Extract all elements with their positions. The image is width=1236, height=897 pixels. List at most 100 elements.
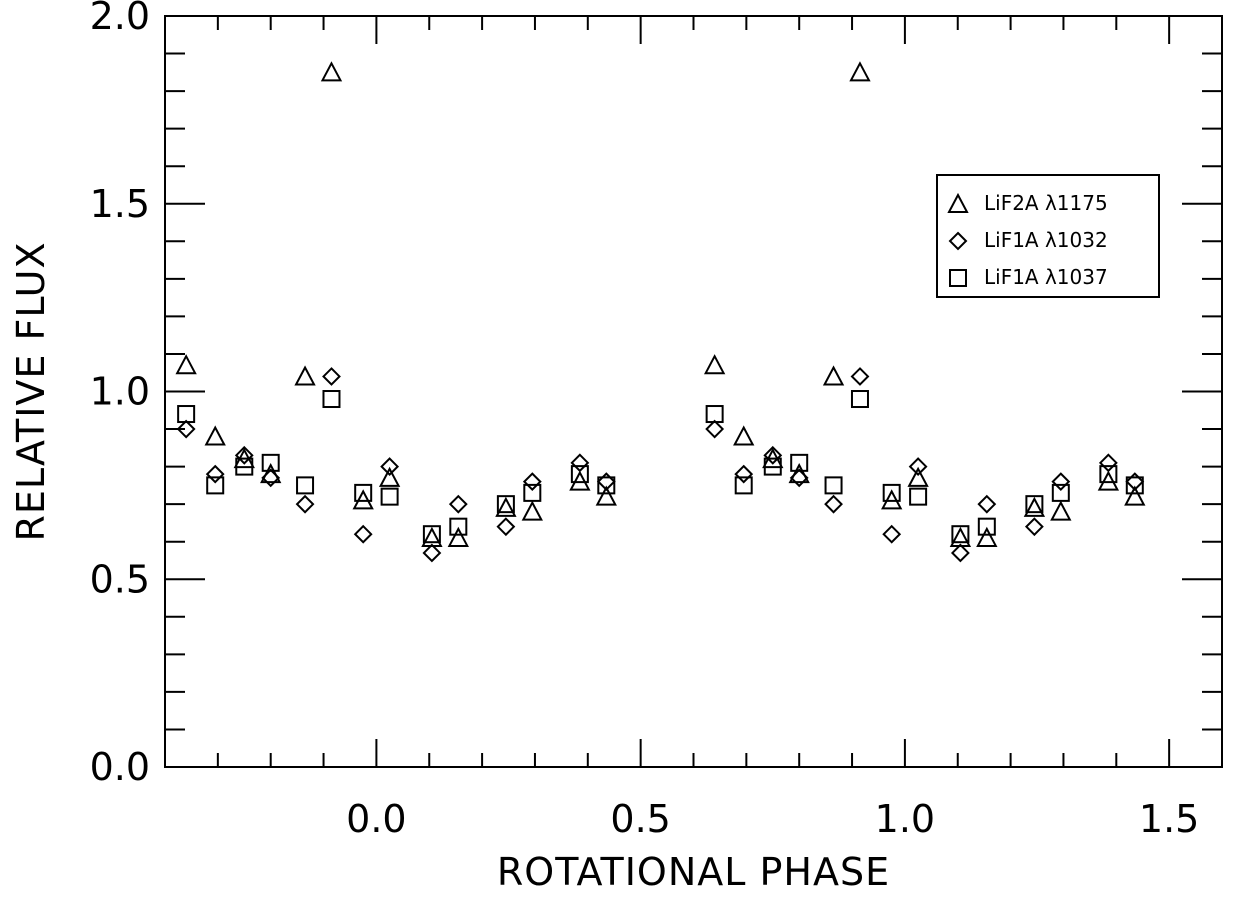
triangle-point bbox=[421, 526, 443, 547]
square-point bbox=[354, 483, 373, 502]
x-axis-title: ROTATIONAL PHASE bbox=[497, 850, 890, 894]
diamond-point bbox=[448, 494, 468, 514]
legend-box bbox=[936, 174, 1160, 298]
triangle-point bbox=[378, 466, 401, 487]
triangle-point bbox=[175, 354, 197, 375]
triangle-point bbox=[822, 365, 845, 386]
diamond-point bbox=[261, 468, 281, 488]
diamond-point bbox=[205, 464, 225, 484]
y-axis-title: RELATIVE FLUX bbox=[9, 242, 53, 542]
square-point bbox=[850, 390, 869, 409]
diamond-point bbox=[234, 445, 254, 465]
square-point bbox=[380, 487, 399, 506]
diamond-point bbox=[734, 464, 754, 484]
diamond-point bbox=[908, 457, 928, 477]
square-point bbox=[523, 483, 542, 502]
diamond-point bbox=[295, 494, 315, 514]
triangle-point bbox=[495, 496, 517, 517]
y-tick-label: 0.0 bbox=[90, 745, 150, 789]
square-point bbox=[496, 495, 515, 514]
y-tick-label: 0.5 bbox=[90, 557, 150, 601]
triangle-point bbox=[733, 425, 755, 446]
series-diamond bbox=[176, 367, 1145, 563]
data-marks bbox=[175, 61, 1146, 563]
square-point bbox=[177, 405, 196, 424]
diamond-point bbox=[1051, 472, 1071, 492]
diamond-point bbox=[422, 543, 442, 563]
diamond-point bbox=[763, 445, 783, 465]
legend-label: LiF1A λ1037 bbox=[984, 265, 1108, 289]
triangle-point bbox=[849, 61, 871, 82]
diamond-point bbox=[522, 472, 542, 492]
square-point bbox=[570, 465, 589, 484]
triangle-point bbox=[949, 526, 972, 547]
diamond-point bbox=[789, 468, 809, 488]
diamond-point bbox=[850, 367, 870, 386]
legend-label: LiF2A λ1175 bbox=[984, 191, 1108, 215]
triangle-point bbox=[1124, 485, 1146, 506]
square-point bbox=[235, 457, 254, 476]
triangle-point bbox=[294, 365, 316, 386]
diamond-point bbox=[705, 419, 725, 439]
square-point bbox=[422, 525, 441, 544]
triangle-point bbox=[976, 526, 998, 547]
axis-ticks bbox=[164, 15, 1223, 768]
square-point bbox=[790, 453, 809, 472]
triangle-point bbox=[447, 526, 469, 547]
legend-triangle-icon bbox=[947, 192, 969, 213]
y-tick-label: 1.5 bbox=[90, 182, 150, 226]
square-point bbox=[977, 517, 996, 536]
diamond-point bbox=[570, 453, 590, 473]
square-point bbox=[261, 453, 280, 472]
square-point bbox=[763, 457, 782, 476]
x-tick-label: 0.0 bbox=[346, 797, 406, 841]
legend: LiF2A λ1175 LiF1A λ1032 LiF1A λ1037 bbox=[936, 174, 1160, 298]
y-tick-label: 2.0 bbox=[90, 0, 150, 38]
triangle-point bbox=[703, 354, 726, 375]
square-point bbox=[449, 517, 468, 536]
diamond-point bbox=[496, 517, 516, 537]
diamond-point bbox=[176, 419, 196, 439]
square-point bbox=[882, 483, 901, 502]
diamond-point bbox=[824, 494, 843, 514]
diamond-point bbox=[596, 472, 616, 492]
x-tick-label: 1.5 bbox=[1139, 797, 1199, 841]
diamond-point bbox=[1125, 472, 1145, 492]
square-point bbox=[824, 476, 843, 495]
x-tick-label: 0.5 bbox=[610, 797, 670, 841]
diamond-point bbox=[950, 543, 970, 563]
square-point bbox=[734, 476, 753, 495]
diamond-point bbox=[977, 494, 997, 514]
square-point bbox=[705, 405, 724, 424]
series-square bbox=[177, 390, 1144, 544]
diamond-point bbox=[353, 524, 373, 544]
y-tick-label: 1.0 bbox=[90, 370, 150, 414]
legend-label: LiF1A λ1032 bbox=[984, 228, 1108, 252]
triangle-point bbox=[595, 485, 617, 506]
triangle-point bbox=[907, 466, 929, 487]
diamond-point bbox=[1098, 453, 1118, 473]
series-triangle bbox=[175, 61, 1146, 547]
legend-diamond-icon bbox=[948, 231, 968, 251]
diamond-point bbox=[1024, 517, 1044, 537]
triangle-point bbox=[320, 61, 343, 82]
diamond-point bbox=[882, 524, 902, 544]
square-point bbox=[1025, 495, 1044, 514]
triangle-point bbox=[521, 500, 543, 521]
square-point bbox=[206, 476, 225, 495]
x-tick-label: 1.0 bbox=[875, 797, 935, 841]
square-point bbox=[1051, 483, 1070, 502]
triangle-point bbox=[204, 425, 226, 446]
square-point bbox=[597, 476, 616, 495]
square-point bbox=[909, 487, 928, 506]
square-point bbox=[1099, 465, 1118, 484]
square-point bbox=[296, 476, 315, 495]
diamond-point bbox=[380, 457, 400, 477]
square-point bbox=[951, 525, 970, 544]
square-point bbox=[322, 390, 341, 409]
triangle-point bbox=[1023, 496, 1046, 517]
triangle-point bbox=[1050, 500, 1072, 521]
diamond-point bbox=[322, 367, 341, 386]
legend-square-icon bbox=[949, 269, 967, 287]
